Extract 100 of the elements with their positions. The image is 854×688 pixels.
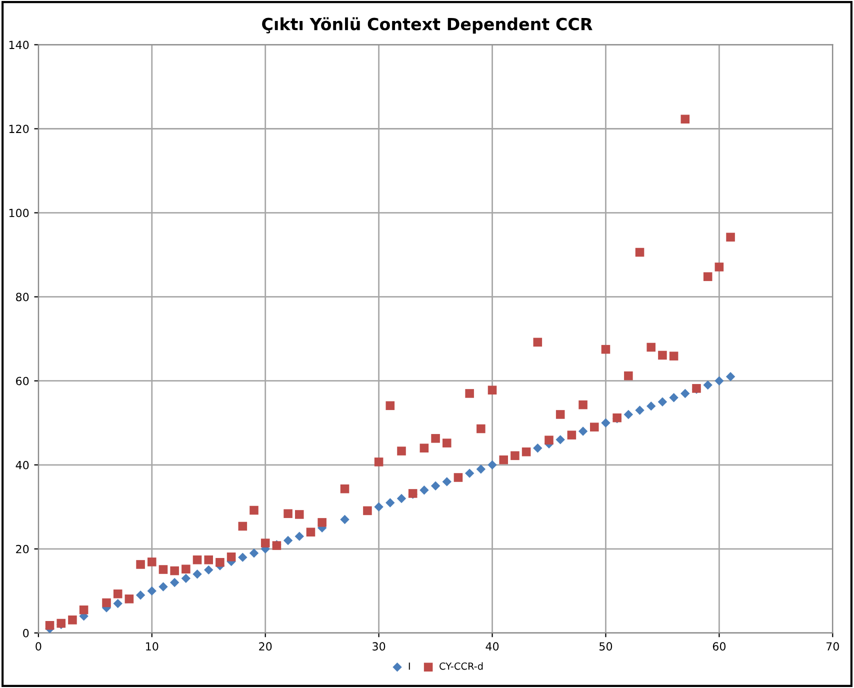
point [182,564,190,574]
point [158,565,168,574]
point [216,558,224,567]
point [102,598,111,608]
y-tick-label: 140 [9,40,29,50]
x-tick-label: 20 [259,642,272,651]
point [68,616,77,624]
x-tick-label: 0 [36,642,42,651]
point [260,538,270,548]
point [476,424,486,434]
point [340,484,350,494]
point [703,380,712,390]
point [499,455,508,464]
point [476,464,486,474]
point [510,451,520,460]
point [45,621,54,630]
y-tick-label: 60 [16,376,29,386]
point [635,248,644,257]
point [148,558,156,566]
point [249,548,259,558]
point [113,589,122,598]
point [397,446,406,456]
point [79,605,88,614]
point [488,386,497,394]
y-tick-label: 20 [16,544,29,554]
point [420,485,429,495]
point [726,232,735,242]
y-tick-label: 80 [16,292,29,302]
point [464,468,474,478]
point [204,565,214,575]
point [601,418,610,428]
point [170,566,179,576]
y-tick-label: 120 [9,124,29,134]
point [442,477,452,486]
point [703,272,712,282]
y-tick-label: 40 [16,460,29,470]
point [635,406,644,415]
point [624,410,634,420]
point [646,342,656,352]
point [113,598,122,608]
x-tick-label: 50 [600,642,612,651]
point [556,410,565,419]
point [624,371,633,380]
x-tick-label: 60 [712,642,726,651]
point [192,570,202,579]
point [136,560,145,569]
point [442,438,452,448]
point [567,430,576,440]
point [578,400,588,410]
point [714,262,724,272]
point [420,444,429,452]
point [238,522,248,531]
point [578,426,588,436]
point [136,590,146,600]
point [669,393,678,402]
y-tick-label: 0 [23,628,29,638]
point [431,434,440,443]
point [556,435,565,444]
point [454,473,463,482]
point [204,555,214,564]
x-tick-label: 30 [372,642,386,651]
legend-label: CY-CCR-d [440,662,483,670]
point [294,532,304,541]
point [488,460,497,470]
point [726,372,736,382]
point [430,481,440,491]
point [533,338,542,347]
x-tick-label: 40 [486,642,499,651]
point [294,510,304,519]
point [396,494,406,504]
point [465,389,474,398]
y-tick-label: 100 [9,208,29,218]
point [680,114,690,124]
point [158,582,168,592]
point [226,552,236,562]
legend-label: I [408,662,410,670]
point [306,528,316,537]
point [170,578,180,588]
point [318,518,326,527]
point [374,502,384,512]
point [147,586,156,596]
point [386,401,395,410]
point [714,376,724,386]
point [646,401,656,411]
point [283,536,293,546]
point [533,443,542,453]
point [363,506,372,516]
point [374,458,384,466]
point [250,506,258,515]
point [669,352,678,360]
point [386,498,395,508]
point [284,509,292,518]
point [680,388,690,398]
point [238,552,248,562]
point [181,574,191,583]
point [544,436,554,444]
point [601,344,610,354]
point [192,555,202,564]
point [590,422,599,432]
point [340,514,350,524]
